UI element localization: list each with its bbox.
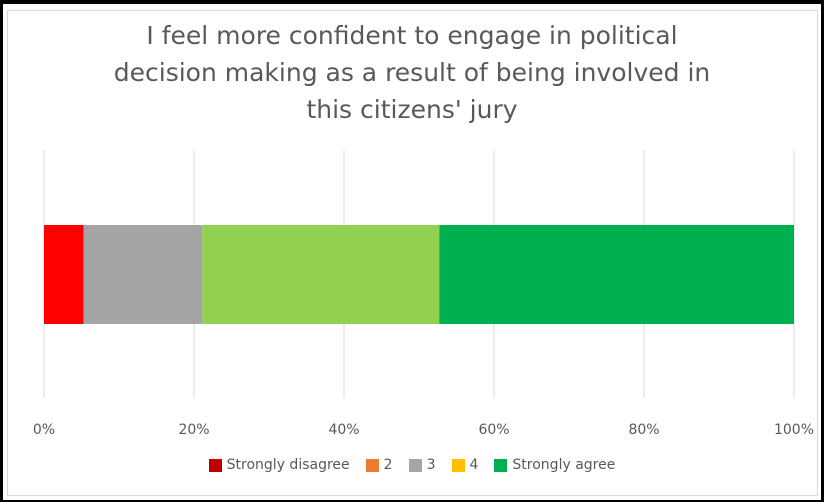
legend-item: Strongly disagree	[208, 457, 350, 473]
bar-segment	[83, 225, 203, 324]
x-tick-label: 0%	[33, 422, 55, 438]
legend-swatch	[494, 458, 508, 472]
chart-area	[7, 10, 818, 496]
legend-item: 3	[408, 457, 436, 473]
legend-swatch	[365, 458, 379, 472]
legend-swatch	[451, 458, 465, 472]
legend-item: 4	[451, 457, 479, 473]
x-tick-label: 60%	[478, 422, 509, 438]
legend-label: 3	[426, 457, 436, 473]
x-tick-label: 100%	[774, 422, 814, 438]
x-tick-label: 20%	[178, 422, 209, 438]
legend-item: Strongly agree	[494, 457, 615, 473]
title-line-1: I feel more confident to engage in polit…	[146, 21, 678, 50]
legend: Strongly disagree 2 3 4 Strongly agree	[0, 457, 824, 473]
legend-label: 4	[469, 457, 479, 473]
x-tick-label: 80%	[628, 422, 659, 438]
bar-segment	[44, 225, 84, 324]
bar-segment	[439, 225, 794, 324]
legend-label: 2	[383, 457, 393, 473]
legend-swatch	[408, 458, 422, 472]
legend-label: Strongly disagree	[226, 457, 350, 473]
bar-segment	[202, 225, 440, 324]
title-line-3: this citizens' jury	[306, 95, 518, 124]
x-tick-label: 40%	[328, 422, 359, 438]
title-line-2: decision making as a result of being inv…	[113, 58, 711, 87]
legend-label: Strongly agree	[512, 457, 616, 473]
chart-title: I feel more confident to engage in polit…	[40, 17, 784, 128]
legend-item: 2	[365, 457, 393, 473]
legend-swatch	[208, 458, 222, 472]
